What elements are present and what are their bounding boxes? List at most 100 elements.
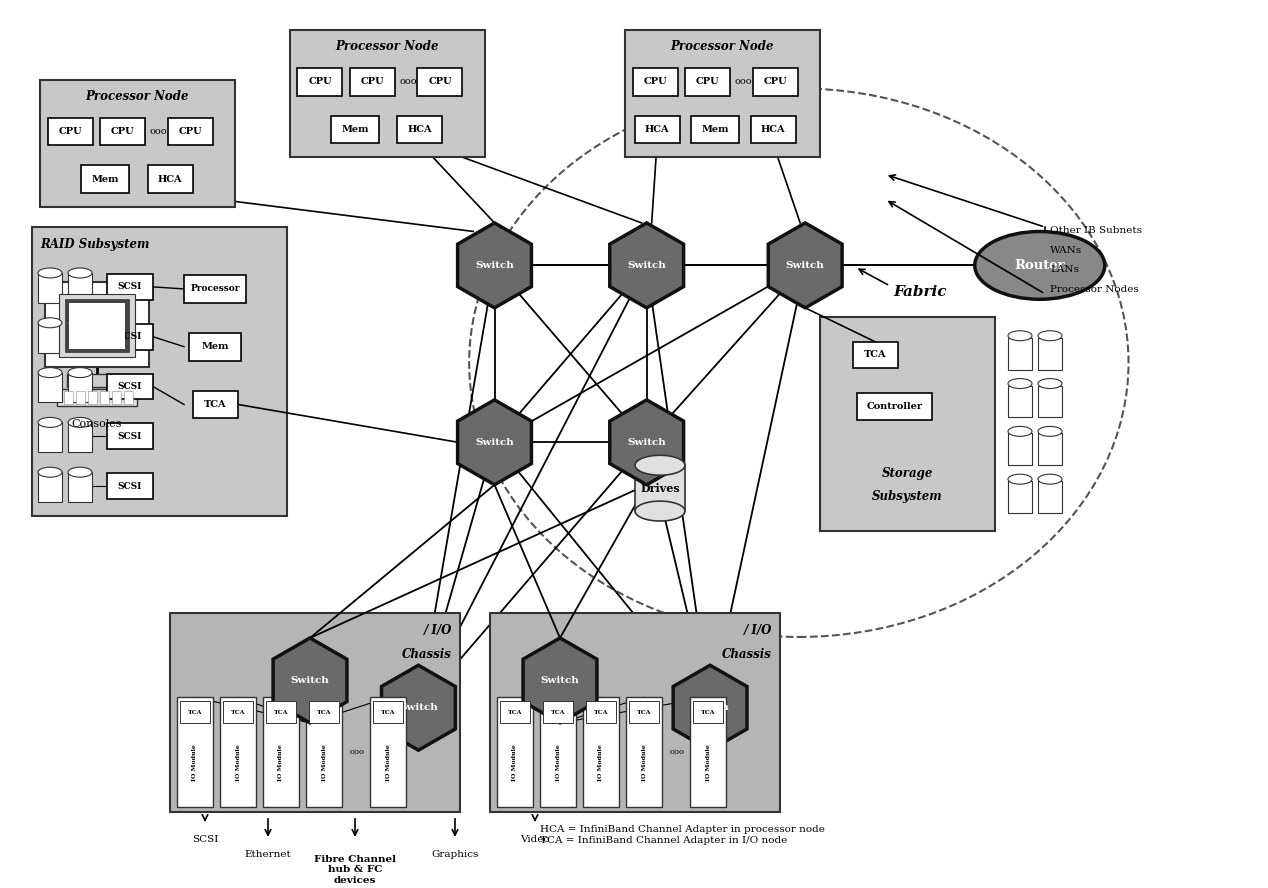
Bar: [583, 697, 619, 807]
Text: Processor Node: Processor Node: [86, 91, 189, 103]
Polygon shape: [524, 638, 597, 723]
Bar: [57, 389, 137, 407]
Bar: [67, 374, 127, 386]
Text: IO Module: IO Module: [512, 743, 517, 781]
Text: TCA: TCA: [231, 710, 245, 715]
Ellipse shape: [68, 417, 93, 427]
Text: Video: Video: [520, 836, 550, 844]
Text: CPU: CPU: [308, 77, 332, 86]
Text: Switch: Switch: [476, 438, 514, 447]
Text: IO Module: IO Module: [555, 743, 560, 781]
Polygon shape: [610, 400, 683, 485]
Text: TCA: TCA: [188, 710, 203, 715]
Bar: [180, 702, 210, 723]
Text: Subsystem: Subsystem: [872, 489, 943, 503]
Bar: [107, 374, 153, 400]
Bar: [41, 80, 235, 207]
Bar: [38, 322, 62, 353]
Polygon shape: [768, 223, 842, 308]
Bar: [223, 702, 254, 723]
Text: Processor: Processor: [190, 284, 240, 293]
Text: TCA: TCA: [204, 400, 226, 409]
Text: CPU: CPU: [58, 127, 82, 136]
Bar: [635, 465, 685, 511]
Bar: [178, 697, 213, 807]
Bar: [497, 697, 533, 807]
Text: CPU: CPU: [179, 127, 202, 136]
Bar: [852, 342, 898, 368]
Text: Chassis: Chassis: [402, 648, 451, 661]
Bar: [540, 697, 576, 807]
Text: / I/O: / I/O: [743, 624, 772, 637]
Bar: [112, 391, 120, 404]
Bar: [625, 30, 820, 157]
Text: Storage: Storage: [881, 467, 933, 480]
Bar: [752, 67, 798, 96]
Bar: [1008, 433, 1032, 465]
Bar: [68, 373, 93, 402]
Bar: [262, 697, 299, 807]
Text: SCSI: SCSI: [118, 282, 142, 291]
Text: CPU: CPU: [360, 77, 384, 86]
Text: TCA: TCA: [550, 710, 566, 715]
Bar: [290, 30, 484, 157]
Text: Switch: Switch: [399, 703, 437, 712]
Text: Switch: Switch: [691, 703, 729, 712]
Text: IO Module: IO Module: [236, 743, 241, 781]
Text: HCA: HCA: [157, 175, 183, 184]
Text: Switch: Switch: [628, 438, 666, 447]
Text: IO Module: IO Module: [642, 743, 647, 781]
Bar: [626, 697, 662, 807]
Bar: [633, 67, 677, 96]
Bar: [87, 391, 96, 404]
Text: CPU: CPU: [695, 77, 719, 86]
Ellipse shape: [68, 467, 93, 477]
Text: Ethernet: Ethernet: [245, 851, 292, 860]
Bar: [189, 333, 241, 361]
Bar: [63, 391, 74, 404]
Ellipse shape: [1008, 474, 1032, 484]
Ellipse shape: [38, 318, 62, 328]
Polygon shape: [673, 665, 747, 750]
Polygon shape: [273, 638, 347, 723]
Text: RAID Subsystem: RAID Subsystem: [41, 238, 150, 250]
Bar: [685, 67, 729, 96]
Text: IO Module: IO Module: [705, 743, 710, 781]
Ellipse shape: [635, 456, 685, 475]
Bar: [99, 117, 145, 146]
Bar: [751, 115, 795, 144]
Bar: [147, 165, 193, 194]
Text: ooo: ooo: [734, 77, 752, 86]
Bar: [543, 702, 573, 723]
Text: Router: Router: [1014, 259, 1065, 272]
Bar: [266, 702, 295, 723]
Ellipse shape: [975, 232, 1104, 299]
Text: IO Module: IO Module: [279, 743, 284, 781]
Bar: [32, 227, 287, 516]
Text: TCA: TCA: [274, 710, 288, 715]
Bar: [44, 281, 150, 367]
Text: SCSI: SCSI: [191, 836, 218, 844]
Bar: [373, 702, 403, 723]
Bar: [68, 322, 93, 353]
Bar: [691, 115, 739, 144]
Text: Processor Node: Processor Node: [671, 40, 775, 53]
Text: Graphics: Graphics: [431, 851, 479, 860]
Bar: [417, 67, 463, 96]
Text: Consoles: Consoles: [72, 419, 122, 430]
Ellipse shape: [38, 368, 62, 377]
Bar: [81, 165, 129, 194]
Text: Mem: Mem: [701, 125, 729, 134]
Bar: [634, 115, 680, 144]
Ellipse shape: [1008, 426, 1032, 436]
Bar: [1038, 481, 1063, 513]
Text: TCA: TCA: [701, 710, 715, 715]
Text: HCA: HCA: [644, 125, 670, 134]
Text: Mem: Mem: [341, 125, 369, 134]
Bar: [857, 392, 932, 420]
Bar: [167, 117, 213, 146]
Text: TCA: TCA: [507, 710, 522, 715]
Ellipse shape: [1008, 378, 1032, 389]
Text: LANs: LANs: [1050, 266, 1079, 274]
Text: Fabric: Fabric: [893, 285, 947, 299]
